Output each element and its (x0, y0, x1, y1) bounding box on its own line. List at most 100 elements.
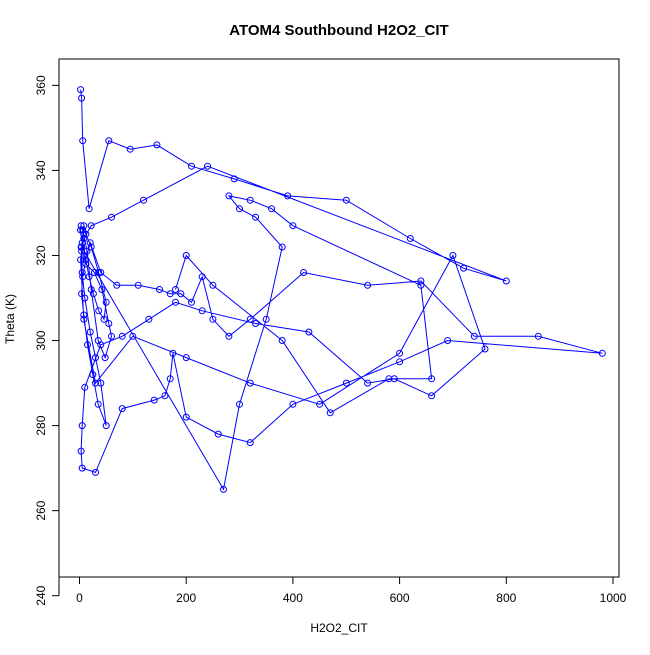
data-point (188, 162, 195, 170)
data-point (89, 371, 97, 379)
data-point (417, 281, 425, 289)
data-point (78, 422, 86, 430)
data-point (449, 252, 457, 259)
data-point (220, 485, 227, 493)
y-tick-label: 280 (34, 415, 48, 435)
data-point (95, 307, 103, 315)
data-point (481, 345, 489, 353)
data-point (85, 273, 93, 281)
data-point (98, 286, 106, 293)
data-point (126, 145, 134, 153)
data-point (102, 298, 110, 306)
data-point (444, 337, 452, 344)
data-point (396, 349, 404, 357)
data-point (105, 320, 113, 327)
series-line (80, 89, 603, 491)
data-point (172, 286, 179, 293)
data-point (95, 269, 103, 276)
data-point (105, 137, 113, 145)
data-point (236, 205, 243, 213)
data-point (502, 277, 510, 285)
data-point (305, 328, 313, 336)
data-point (182, 354, 190, 362)
data-point (289, 400, 297, 408)
data-point (78, 239, 86, 247)
data-point (86, 239, 94, 247)
data-point (145, 315, 153, 323)
data-point (113, 281, 121, 289)
data-point (236, 400, 243, 408)
data-point (289, 222, 297, 230)
x-axis: 0 200 400 600 800 1000 (76, 576, 627, 605)
data-point (79, 137, 87, 145)
data-point (252, 320, 260, 327)
data-point (78, 243, 86, 251)
x-tick-label: 1000 (600, 591, 627, 605)
y-axis: 240 260 280 300 320 340 360 (34, 75, 60, 606)
series-lines (80, 89, 603, 491)
data-point (85, 205, 93, 213)
data-point (77, 222, 85, 230)
data-point (161, 392, 169, 400)
data-point (214, 430, 222, 438)
data-point (87, 286, 95, 293)
data-point (364, 281, 372, 289)
data-point (80, 235, 88, 242)
data-point (129, 332, 137, 340)
data-point (198, 307, 206, 315)
data-point (172, 298, 179, 306)
data-point (92, 468, 99, 476)
data-point (246, 196, 254, 204)
data-point (81, 294, 89, 302)
y-tick-label: 260 (34, 500, 48, 520)
data-point (246, 379, 254, 387)
y-tick-label: 320 (34, 245, 48, 265)
data-point (140, 196, 147, 204)
data-point (102, 422, 110, 430)
data-point (166, 375, 174, 383)
data-point (100, 315, 108, 323)
data-point (428, 392, 436, 400)
data-point (94, 337, 102, 344)
y-axis-label: Theta (K) (3, 294, 17, 344)
x-tick-label: 400 (283, 591, 303, 605)
data-point (92, 354, 99, 362)
data-point (326, 409, 334, 417)
data-point (246, 315, 254, 323)
data-point (134, 281, 142, 289)
data-point (390, 375, 398, 383)
data-point (406, 235, 414, 242)
data-point (182, 413, 190, 421)
data-point (278, 337, 286, 344)
data-point (87, 222, 95, 230)
data-point (82, 260, 90, 268)
data-point (82, 230, 90, 238)
data-point (82, 256, 90, 264)
x-tick-label: 800 (496, 591, 516, 605)
x-tick-label: 600 (390, 591, 410, 605)
data-point (118, 332, 126, 340)
data-point (87, 243, 95, 251)
y-tick-label: 300 (34, 330, 48, 350)
data-point (80, 315, 88, 323)
data-point (470, 332, 478, 340)
y-tick-label: 360 (34, 75, 48, 95)
data-point (101, 354, 109, 362)
y-tick-label: 240 (34, 585, 48, 605)
data-point (156, 286, 163, 293)
data-point (80, 311, 88, 319)
data-point (81, 383, 89, 391)
data-point (188, 298, 195, 306)
data-point (166, 290, 174, 298)
data-point (84, 341, 91, 349)
data-point (90, 269, 98, 276)
data-point (78, 269, 86, 276)
data-point (86, 328, 94, 336)
data-point (204, 162, 211, 170)
data-point (364, 379, 372, 387)
data-point (108, 213, 115, 221)
data-point (417, 277, 425, 285)
data-point (169, 349, 177, 357)
data-point (92, 379, 99, 387)
